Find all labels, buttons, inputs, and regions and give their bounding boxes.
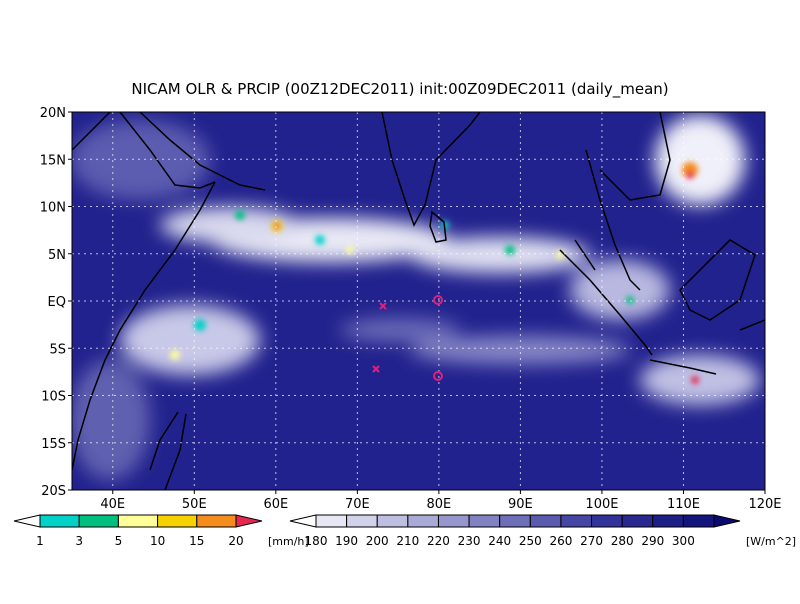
legend-box xyxy=(560,514,593,528)
legend-box xyxy=(376,514,409,528)
legend-label: 240 xyxy=(488,534,511,548)
markers xyxy=(372,295,443,381)
legend-label: 260 xyxy=(549,534,572,548)
legend-label: 15 xyxy=(189,534,204,548)
legend-box xyxy=(196,514,237,528)
grid xyxy=(72,112,765,490)
lat-label: EQ xyxy=(48,295,66,310)
lon-label: 60E xyxy=(263,497,288,512)
legend-box xyxy=(652,514,684,528)
legend-box xyxy=(39,514,80,528)
legend-label: 3 xyxy=(75,534,83,548)
lat-label: 15N xyxy=(40,153,66,168)
legend-box xyxy=(78,514,119,528)
legend-box xyxy=(468,514,501,528)
lon-label: 110E xyxy=(667,497,700,512)
legend-label: 210 xyxy=(396,534,419,548)
legend-label: 270 xyxy=(580,534,603,548)
legend-box xyxy=(315,514,348,528)
legend-box xyxy=(499,514,531,528)
coastlines xyxy=(72,112,765,490)
lon-label: 120E xyxy=(748,497,781,512)
lat-label: 10S xyxy=(41,390,66,405)
legend-label: 300 xyxy=(672,534,695,548)
legend-box xyxy=(437,514,470,528)
lon-label: 100E xyxy=(585,497,618,512)
legend-label: 280 xyxy=(611,534,634,548)
legend-label: 290 xyxy=(641,534,664,548)
lat-label: 5S xyxy=(49,342,66,357)
legend-label: 230 xyxy=(458,534,481,548)
legend-label: 200 xyxy=(366,534,389,548)
lat-label: 20N xyxy=(40,106,66,121)
legend-arrow xyxy=(713,514,741,528)
legend-arrow xyxy=(235,514,263,528)
lon-label: 50E xyxy=(182,497,207,512)
map-area xyxy=(72,112,765,490)
legend-label: 10 xyxy=(150,534,165,548)
legend-label: 190 xyxy=(335,534,358,548)
precip-cells xyxy=(170,162,699,384)
lat-label: 15S xyxy=(41,437,66,452)
legend-unit: [mm/h] xyxy=(268,535,309,548)
lat-label: 10N xyxy=(40,201,66,216)
title: NICAM OLR & PRCIP (00Z12DEC2011) init:00… xyxy=(131,80,668,99)
lon-label: 40E xyxy=(100,497,125,512)
legend-arrow xyxy=(289,514,317,528)
legend-label: 180 xyxy=(305,534,328,548)
legend-box xyxy=(621,514,654,528)
lat-label: 5N xyxy=(48,248,66,263)
legend-arrow xyxy=(13,514,41,528)
legend-box xyxy=(157,514,198,528)
legend-box xyxy=(407,514,439,528)
lon-label: 90E xyxy=(508,497,533,512)
legend-label: 220 xyxy=(427,534,450,548)
legend-label: 250 xyxy=(519,534,542,548)
legend-label: 5 xyxy=(115,534,123,548)
legend-box xyxy=(682,514,715,528)
cloud-bands xyxy=(72,115,760,480)
legend-label: 1 xyxy=(36,534,44,548)
legend-unit: [W/m^2] xyxy=(746,535,796,548)
legend-label: 20 xyxy=(228,534,243,548)
legend-box xyxy=(117,514,159,528)
legend-box xyxy=(591,514,623,528)
legends: 1 3 5 10 15 20 [mm/h]180 190 200 210 220 230 240 250 2… xyxy=(13,514,796,548)
legend-box xyxy=(346,514,378,528)
lon-label: 70E xyxy=(345,497,370,512)
axis-labels: 20N 15N 10N 5N EQ 5S 10S 15S 20S 40E 50E 60E 70E 80E 9… xyxy=(40,106,782,512)
legend-box xyxy=(529,514,562,528)
lat-label: 20S xyxy=(41,484,66,499)
lon-label: 80E xyxy=(426,497,451,512)
